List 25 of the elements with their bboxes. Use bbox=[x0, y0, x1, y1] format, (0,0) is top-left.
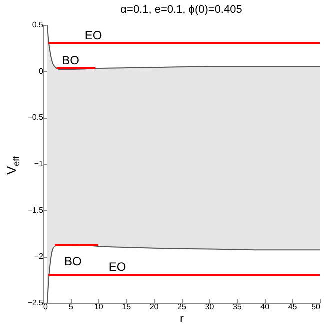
line-series bbox=[46, 24, 320, 70]
y-tick-label: −2 bbox=[34, 252, 44, 262]
y-tick-label: 0.5 bbox=[32, 20, 44, 30]
x-tick-label: 20 bbox=[150, 302, 160, 312]
series-label: BO bbox=[64, 254, 82, 269]
x-tick-label: 45 bbox=[288, 302, 298, 312]
x-tick-label: 25 bbox=[178, 302, 187, 312]
y-tick-label: −1.5 bbox=[28, 206, 44, 215]
y-tick-label: −1 bbox=[34, 160, 44, 168]
y-tick-label: 0 bbox=[39, 66, 44, 76]
line-series bbox=[46, 244, 320, 304]
x-tick-label: 30 bbox=[205, 302, 215, 312]
series-label: BO bbox=[62, 54, 80, 68]
y-tick-label: −0.5 bbox=[28, 113, 44, 122]
x-tick-label: 15 bbox=[122, 302, 132, 312]
x-tick-label: 10 bbox=[94, 302, 104, 312]
x-axis-title: r bbox=[180, 312, 184, 326]
x-tick-label: 5 bbox=[68, 302, 74, 312]
series-label: EO bbox=[84, 28, 102, 43]
y-tick-label: −2.5 bbox=[28, 298, 44, 308]
x-tick-label: 35 bbox=[232, 302, 242, 312]
series-label: EO bbox=[108, 260, 126, 274]
chart-title: α=0.1, e=0.1, ϕ(0)=0.405 bbox=[120, 4, 242, 16]
x-tick-label: 50 bbox=[312, 302, 322, 312]
x-tick-label: 40 bbox=[260, 302, 270, 312]
